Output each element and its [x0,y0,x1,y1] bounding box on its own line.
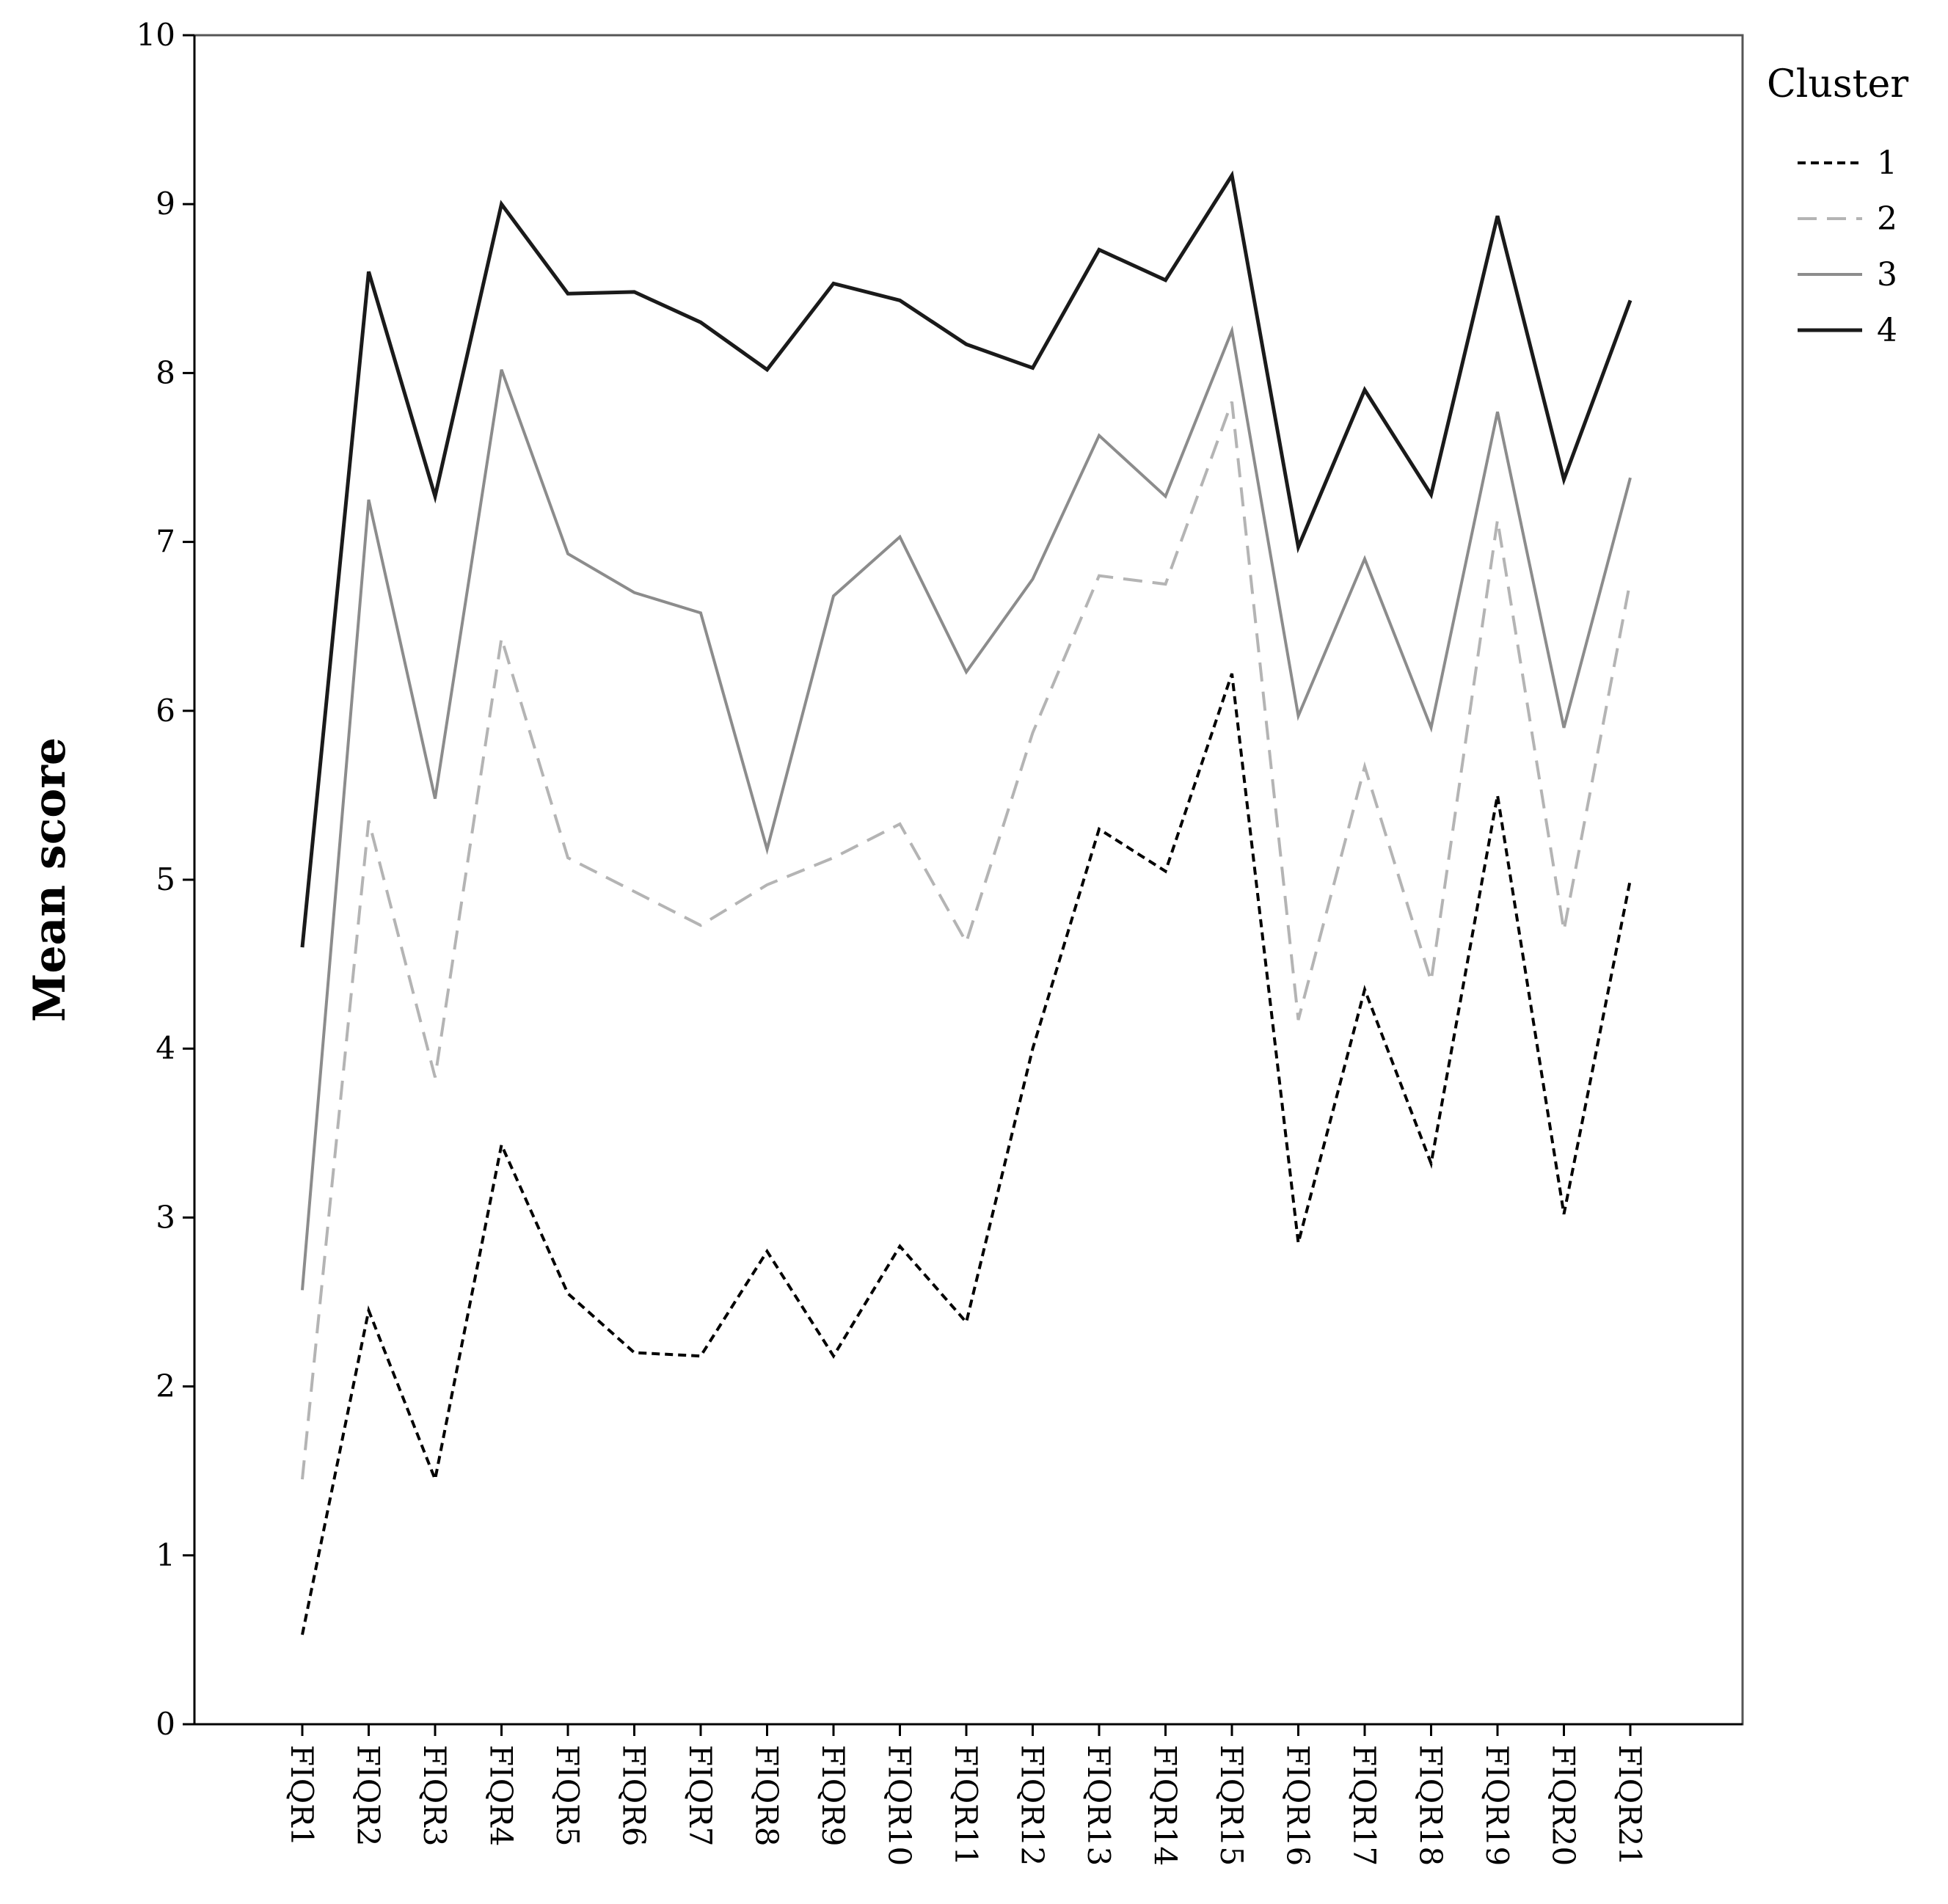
x-tick-label: FIQR11 [948,1745,984,1866]
series-line-cluster-3 [301,325,1632,1291]
y-tick-label: 3 [156,1199,175,1235]
y-tick-label: 5 [156,861,175,897]
y-axis-title: Mean score [24,737,76,1022]
legend: Cluster 1 2 3 4 [1767,62,1908,349]
x-tick-label: FIQR7 [682,1745,718,1847]
y-tick-label: 6 [156,693,175,729]
x-tick-label: FIQR17 [1346,1745,1382,1866]
x-tick-label: FIQR5 [550,1745,586,1847]
y-tick-label: 2 [156,1368,175,1404]
y-tick-label: 8 [156,354,175,390]
x-tick-label: FIQR1 [284,1745,320,1847]
legend-label-cluster-1: 1 [1877,145,1897,182]
plot-area [193,34,1744,1726]
y-tick-label: 9 [156,186,175,222]
y-tick-label: 4 [156,1030,175,1066]
x-tick-label: FIQR12 [1015,1745,1051,1866]
x-tick-label: FIQR18 [1413,1745,1449,1866]
series-line-cluster-2 [301,401,1632,1480]
x-axis-ticks: FIQR1 FIQR2 FIQR3 FIQR4 FIQR5 FIQR6 FIQR7 FIQR8… [284,1724,1648,1866]
x-tick-label: FIQR9 [815,1745,851,1847]
x-tick-label: FIQR8 [749,1745,785,1847]
x-tick-label: FIQR19 [1479,1745,1515,1866]
y-tick-label: 0 [156,1706,175,1742]
x-tick-label: FIQR16 [1280,1745,1316,1866]
y-axis-ticks: 0 1 2 3 4 5 6 7 8 9 10 [136,17,194,1742]
legend-label-cluster-4: 4 [1877,312,1897,349]
x-tick-label: FIQR2 [351,1745,387,1847]
x-tick-label: FIQR4 [484,1745,519,1847]
legend-title: Cluster [1767,62,1908,106]
x-tick-label: FIQR20 [1546,1745,1582,1866]
series-lines [300,170,1633,1635]
x-tick-label: FIQR10 [882,1745,918,1866]
x-tick-label: FIQR13 [1081,1745,1117,1866]
series-line-cluster-4 [300,170,1633,948]
x-tick-label: FIQR6 [616,1745,652,1847]
y-tick-label: 10 [136,17,175,53]
x-tick-label: FIQR14 [1148,1745,1183,1866]
x-tick-label: FIQR21 [1612,1745,1648,1866]
x-tick-label: FIQR15 [1214,1745,1250,1866]
legend-label-cluster-3: 3 [1877,256,1897,293]
x-tick-label: FIQR3 [417,1745,453,1847]
y-tick-label: 7 [156,524,175,560]
y-tick-label: 1 [156,1537,175,1573]
legend-label-cluster-2: 2 [1877,200,1897,238]
